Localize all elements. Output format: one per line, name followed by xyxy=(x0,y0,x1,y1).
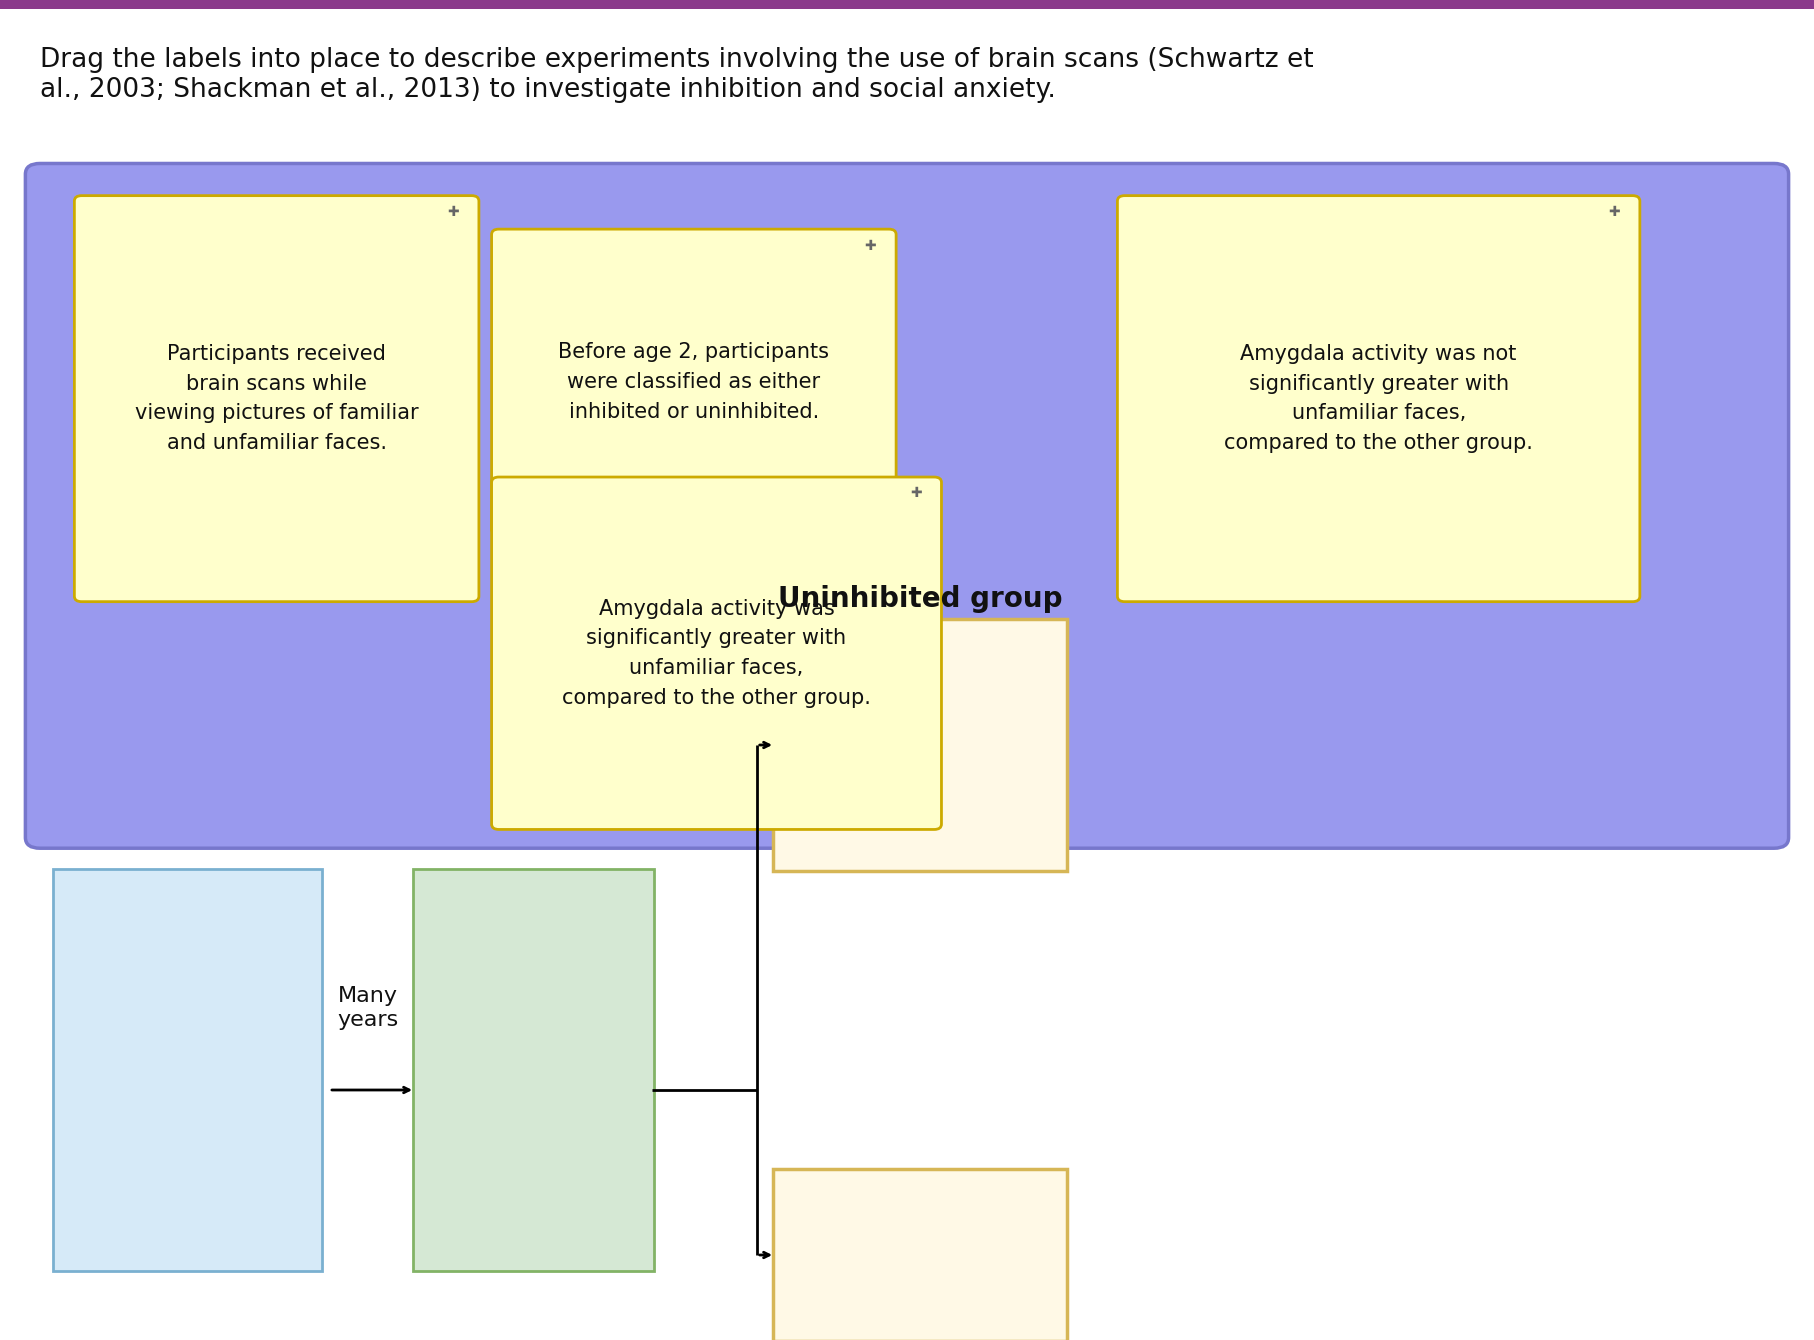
Text: Participants received
brain scans while
viewing pictures of familiar
and unfamil: Participants received brain scans while … xyxy=(134,344,419,453)
FancyBboxPatch shape xyxy=(74,196,479,602)
Text: ✚: ✚ xyxy=(1609,205,1620,218)
Text: Uninhibited group: Uninhibited group xyxy=(778,586,1063,614)
FancyBboxPatch shape xyxy=(773,1168,1067,1340)
Text: Many
years: Many years xyxy=(337,986,397,1029)
Text: Before age 2, participants
were classified as either
inhibited or uninhibited.: Before age 2, participants were classifi… xyxy=(559,342,829,422)
FancyBboxPatch shape xyxy=(492,229,896,535)
FancyBboxPatch shape xyxy=(1117,196,1640,602)
Text: Drag the labels into place to describe experiments involving the use of brain sc: Drag the labels into place to describe e… xyxy=(40,47,1313,103)
Text: ✚: ✚ xyxy=(448,205,459,218)
Text: ✚: ✚ xyxy=(865,239,876,252)
FancyBboxPatch shape xyxy=(25,163,1789,848)
FancyBboxPatch shape xyxy=(53,868,321,1272)
FancyBboxPatch shape xyxy=(492,477,941,829)
FancyBboxPatch shape xyxy=(773,619,1067,871)
FancyBboxPatch shape xyxy=(414,868,653,1272)
Text: ✚: ✚ xyxy=(911,486,922,500)
Text: Amygdala activity was not
significantly greater with
unfamiliar faces,
compared : Amygdala activity was not significantly … xyxy=(1224,344,1533,453)
Text: Amygdala activity was
significantly greater with
unfamiliar faces,
compared to t: Amygdala activity was significantly grea… xyxy=(562,599,871,708)
Bar xyxy=(0,0,1814,9)
